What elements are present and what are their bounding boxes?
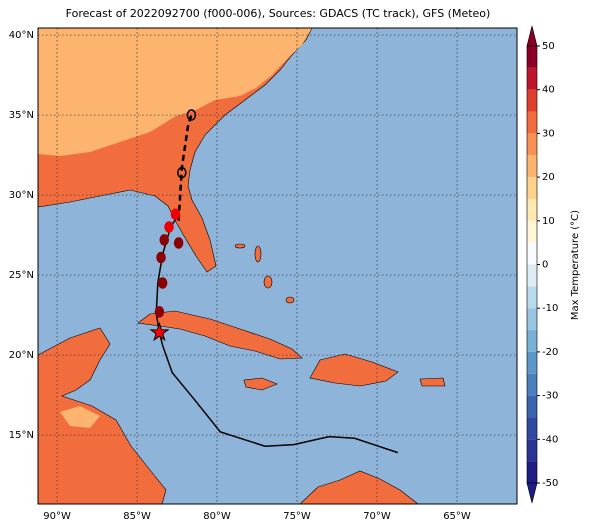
island xyxy=(234,243,246,249)
colorbar-band xyxy=(527,155,537,178)
track-marker xyxy=(156,251,166,264)
colorbar-band xyxy=(527,264,537,287)
colorbar-band xyxy=(527,308,537,331)
colorbar-band xyxy=(527,46,537,68)
colorbar-band xyxy=(527,89,537,112)
map-frame xyxy=(37,27,518,505)
x-tick-label: 75°W xyxy=(283,511,311,522)
colorbar-label: Max Temperature (°C) xyxy=(570,210,581,320)
colorbar-tick-label: -40 xyxy=(542,434,558,445)
island xyxy=(285,296,295,304)
track-marker xyxy=(154,306,165,318)
colorbar-band xyxy=(527,198,537,221)
x-tick-label: 80°W xyxy=(203,511,231,522)
colorbar-tick-label: 20 xyxy=(542,172,555,183)
y-tick-label: 25°N xyxy=(9,270,34,281)
track-marker xyxy=(186,109,197,121)
track-marker xyxy=(164,221,174,233)
colorbar-band xyxy=(527,417,537,440)
map-title: Forecast of 2022092700 (f000-006), Sourc… xyxy=(66,7,491,20)
y-tick-label: 35°N xyxy=(9,110,34,121)
colorbar-tick-label: 30 xyxy=(542,128,555,139)
track-line xyxy=(155,213,399,454)
colorbar-tick-label: -20 xyxy=(542,347,558,358)
track-marker xyxy=(170,208,181,220)
colorbar-band xyxy=(527,461,537,483)
colorbar-tick-label: -30 xyxy=(542,391,558,402)
land xyxy=(243,377,278,391)
colorbar-band xyxy=(527,220,537,243)
colorbar-tick-label: 10 xyxy=(542,216,555,227)
y-tick-label: 15°N xyxy=(9,430,34,441)
x-tick-label: 85°W xyxy=(123,511,151,522)
colorbar-band xyxy=(527,111,537,134)
land xyxy=(137,310,303,360)
land xyxy=(37,327,167,505)
x-tick-label: 90°W xyxy=(43,511,71,522)
colorbar-band xyxy=(527,395,537,418)
y-tick-label: 40°N xyxy=(9,30,34,41)
colorbar-tick-label: -10 xyxy=(542,303,558,314)
colorbar-tick-label: -50 xyxy=(542,478,558,489)
overlay xyxy=(38,28,517,504)
colorbar-extend xyxy=(526,482,538,504)
land xyxy=(60,406,100,428)
island xyxy=(254,245,262,263)
track-marker xyxy=(173,237,184,249)
colorbar-band xyxy=(527,330,537,352)
x-tick-label: 70°W xyxy=(363,511,391,522)
colorbar-band xyxy=(527,242,537,265)
colorbar-tick-label: 0 xyxy=(542,260,548,271)
track-marker xyxy=(177,166,187,179)
storm-position xyxy=(149,322,170,342)
map-area xyxy=(37,27,517,505)
land xyxy=(419,377,446,387)
land xyxy=(38,28,312,156)
colorbar-extend xyxy=(526,25,538,47)
colorbar-tick-label: 40 xyxy=(542,85,555,96)
track-marker xyxy=(157,277,168,289)
land xyxy=(309,353,399,387)
colorbar-band xyxy=(527,177,537,199)
colorbar-band xyxy=(527,351,537,374)
track-marker xyxy=(159,234,169,246)
island xyxy=(263,275,273,289)
colorbar-band xyxy=(527,439,537,462)
colorbar-band xyxy=(527,286,537,309)
colorbar-tick-label: 50 xyxy=(542,41,555,52)
colorbar-band xyxy=(527,373,537,396)
y-tick-label: 20°N xyxy=(9,350,34,361)
y-tick-label: 30°N xyxy=(9,190,34,201)
colorbar-band xyxy=(527,67,537,90)
colorbar-band xyxy=(527,133,537,156)
x-tick-label: 65°W xyxy=(443,511,471,522)
